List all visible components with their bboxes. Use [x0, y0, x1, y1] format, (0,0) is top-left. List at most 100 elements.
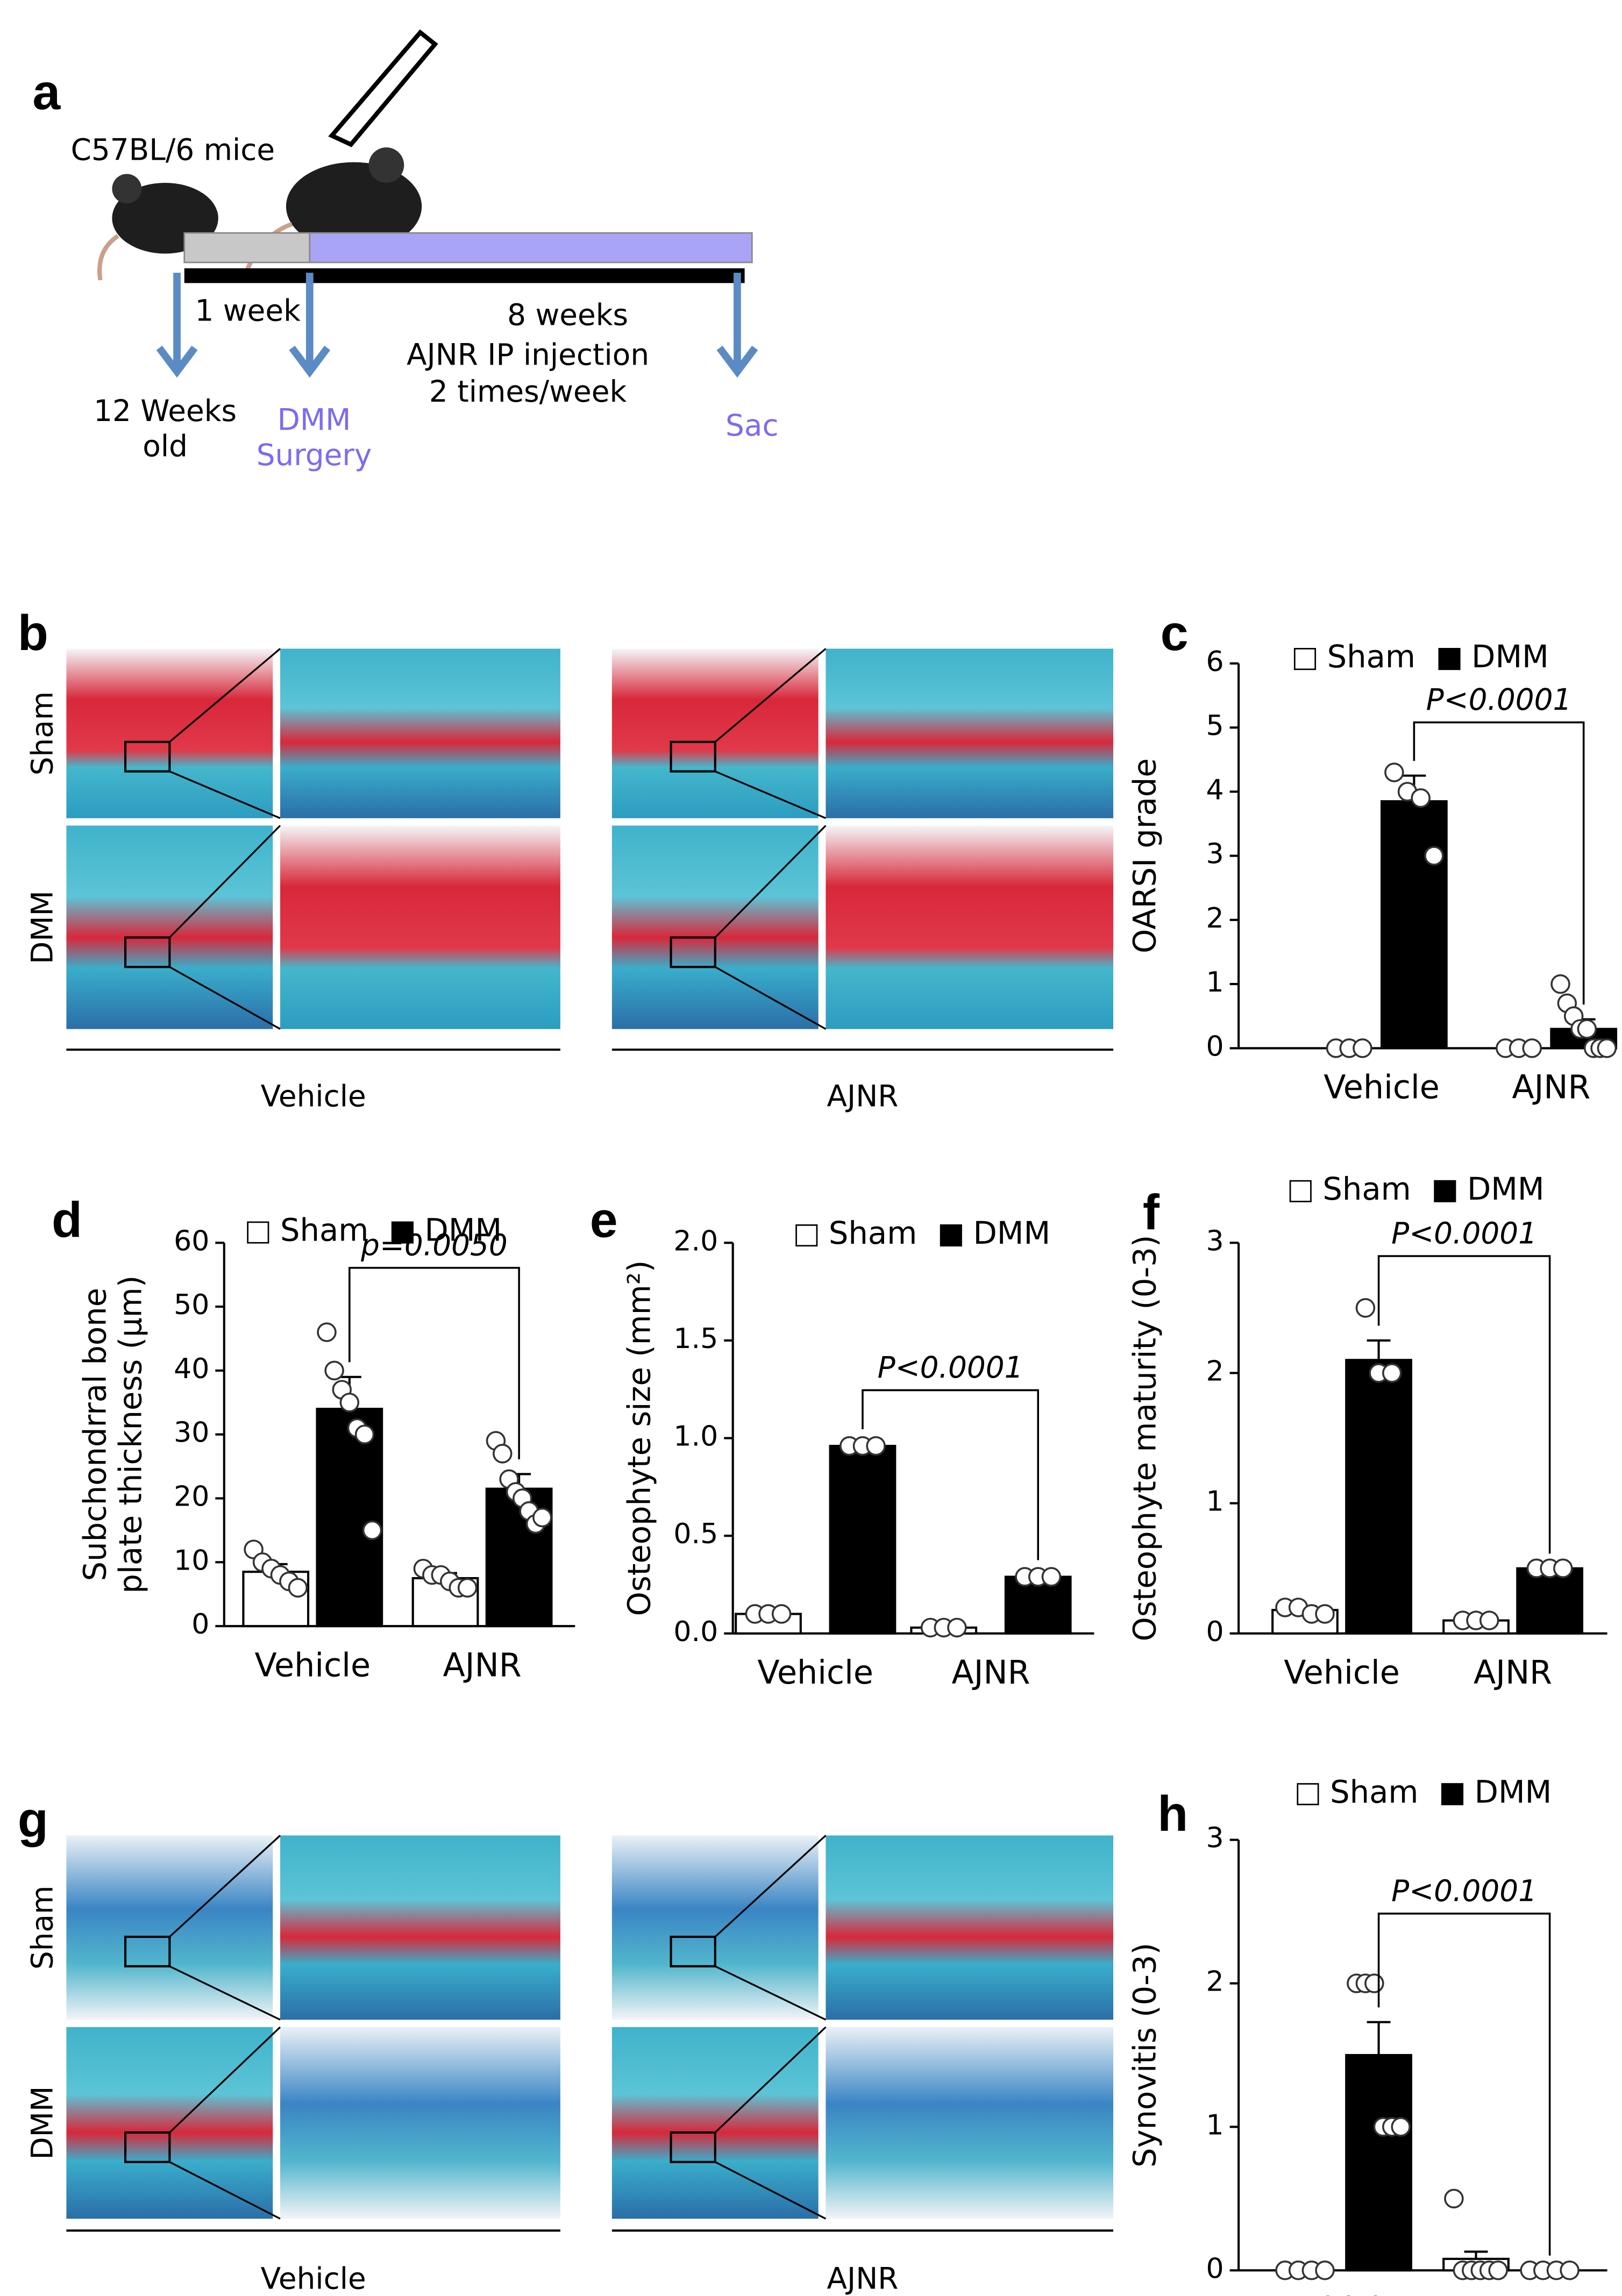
histology-zoom	[826, 1835, 1114, 2020]
significance-label: P<0.0001	[1391, 1216, 1537, 1251]
zoom-box	[670, 740, 716, 773]
group-label: AJNR	[827, 1079, 899, 1114]
data-point	[354, 1424, 375, 1444]
histology-overview	[66, 2027, 273, 2219]
surgery-label: DMM	[278, 402, 351, 437]
legend-swatch	[1289, 1180, 1312, 1202]
y-tick-label: 6	[1206, 646, 1224, 678]
bar	[1345, 2053, 1412, 2272]
legend-swatch	[940, 1224, 962, 1247]
histology-overview	[611, 825, 819, 1029]
histology-zoom	[826, 2027, 1114, 2219]
y-tick-label: 1.0	[673, 1421, 718, 1453]
data-point	[1424, 846, 1444, 866]
y-tick-label: 0.0	[673, 1616, 718, 1648]
histology-overview	[66, 1835, 273, 2020]
y-tick-label: 10	[174, 1544, 209, 1577]
data-point	[1391, 2117, 1411, 2137]
mouse-icon	[286, 162, 422, 251]
legend-label: Sham	[1322, 1171, 1411, 1207]
zoom-box	[124, 2131, 171, 2163]
bar	[1381, 800, 1448, 1050]
x-tick-label: Vehicle	[254, 1647, 371, 1685]
y-tick-label: 2	[1206, 1355, 1224, 1387]
panel-letter: a	[32, 64, 61, 120]
data-point	[1315, 1604, 1335, 1624]
zoom-line	[169, 966, 281, 1030]
y-tick-label: 3	[1206, 838, 1224, 871]
arrows	[156, 273, 758, 378]
data-point	[457, 1578, 478, 1598]
zoom-box	[670, 936, 716, 968]
data-point	[771, 1604, 792, 1624]
data-point	[339, 1393, 360, 1413]
zoom-line	[169, 648, 281, 743]
y-axis-label: OARSI grade	[1127, 758, 1163, 953]
panel-letter: f	[1143, 1185, 1160, 1240]
zoom-line	[715, 771, 827, 819]
zoom-line	[714, 1835, 827, 1938]
panel-letter: h	[1157, 1786, 1188, 1842]
group-label: Vehicle	[261, 1079, 366, 1114]
x-tick-label: Vehicle	[757, 1654, 873, 1692]
group-label: Vehicle	[261, 2262, 366, 2296]
error-bar	[1367, 2021, 1391, 2055]
histology-zoom	[826, 825, 1114, 1029]
data-point	[1522, 1038, 1542, 1058]
x-tick-label: AJNR	[1474, 1654, 1552, 1692]
age-label: 12 Weeks	[94, 394, 237, 428]
zoom-box	[670, 2131, 716, 2163]
data-point	[1364, 1973, 1384, 1993]
data-point	[493, 1444, 513, 1464]
zoom-line	[169, 1835, 281, 1938]
y-tick-label: 30	[174, 1417, 209, 1449]
legend-label: DMM	[1471, 639, 1549, 675]
y-tick-label: 0	[1206, 1030, 1224, 1063]
mice-label: C57BL/6 mice	[71, 133, 275, 167]
x-tick-label: AJNR	[1474, 2291, 1552, 2296]
error-bar	[1367, 1339, 1391, 1360]
arrow	[716, 273, 758, 378]
data-point	[1355, 1298, 1376, 1318]
zoom-line	[714, 648, 827, 743]
legend-label: Sham	[829, 1215, 917, 1251]
sac-label: Sac	[725, 408, 779, 443]
histology-zoom	[280, 648, 560, 818]
zoom-line	[169, 1965, 281, 2021]
y-axis-label: plate thickness (μm)	[112, 1275, 148, 1594]
zoom-box	[124, 936, 171, 968]
bar	[829, 1445, 897, 1635]
panel-letter: b	[18, 605, 48, 661]
data-point	[1560, 2261, 1580, 2280]
y-tick-label: 3	[1206, 1225, 1224, 1257]
legend-swatch	[1293, 647, 1317, 671]
significance-label: p=0.0050	[360, 1228, 508, 1263]
histology-zoom	[280, 2027, 560, 2219]
significance-bracket	[348, 1267, 520, 1459]
histology-zoom	[280, 825, 560, 1029]
timeline-base	[184, 268, 745, 283]
y-tick-label: 20	[174, 1481, 209, 1513]
y-tick-label: 2	[1206, 1966, 1224, 1998]
panel-letter: g	[18, 1792, 48, 1848]
y-tick-label: 3	[1206, 1822, 1224, 1855]
y-tick-label: 4	[1206, 774, 1224, 806]
significance-label: P<0.0001	[1391, 1874, 1537, 1908]
histology-overview	[611, 2027, 819, 2219]
legend-label: DMM	[425, 1213, 502, 1249]
bar	[1345, 1359, 1412, 1635]
data-point	[1411, 788, 1431, 808]
zoom-line	[715, 2161, 827, 2220]
x-tick-label: AJNR	[443, 1647, 522, 1685]
zoom-box	[670, 1935, 716, 1967]
scalpel-icon	[328, 29, 438, 147]
y-tick-label: 0.5	[673, 1518, 718, 1550]
significance-label: P<0.0001	[1426, 682, 1572, 717]
legend-swatch	[1434, 1180, 1456, 1202]
panel-letter: d	[52, 1192, 82, 1247]
data-point	[1553, 1558, 1573, 1578]
data-point	[288, 1578, 308, 1598]
histology-zoom	[826, 648, 1114, 818]
zoom-line	[714, 2026, 827, 2134]
